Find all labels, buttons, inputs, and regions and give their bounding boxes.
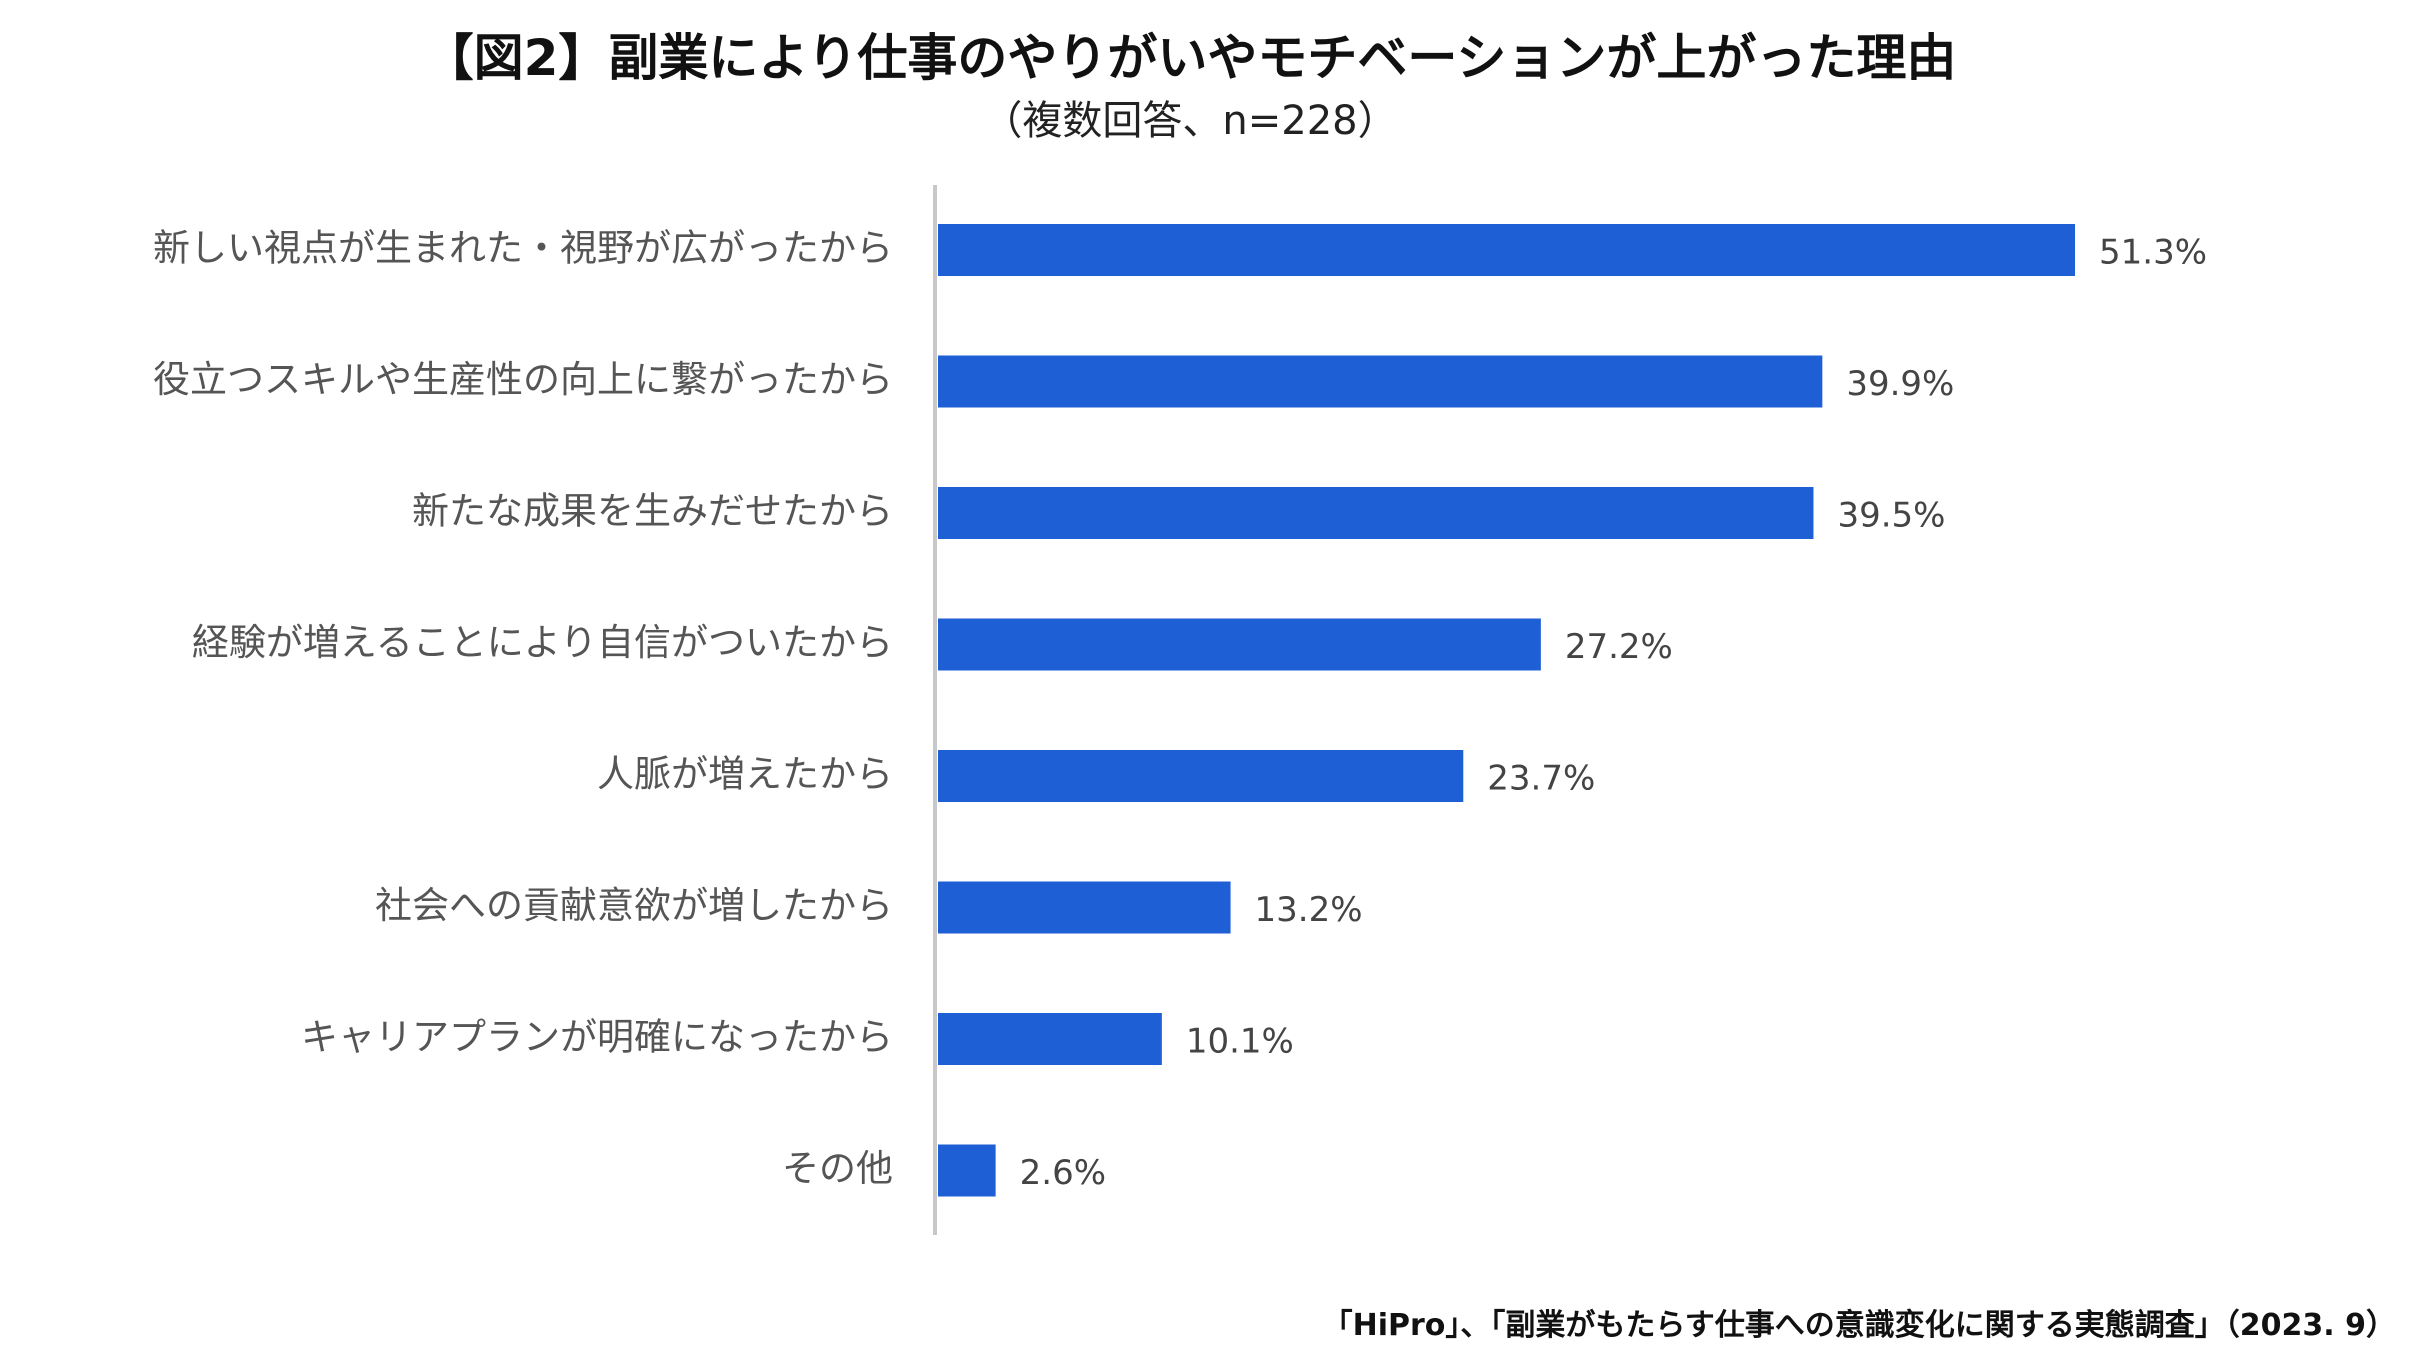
bar — [938, 750, 1464, 802]
bar — [938, 1013, 1162, 1065]
value-label: 39.5% — [1837, 496, 1945, 536]
chart-title: 【図2】副業により仕事のやりがいやモチベーションが上がった理由 — [423, 29, 1957, 87]
bar — [938, 1144, 996, 1197]
bar — [938, 487, 1814, 539]
source-note: 「HiPro」、「副業がもたらす仕事への意識変化に関する実態調査」（2023. … — [1322, 1308, 2396, 1343]
category-label: 経験が増えることにより自信がついたから — [192, 621, 893, 664]
bar — [938, 224, 2075, 276]
value-label: 23.7% — [1487, 759, 1595, 799]
category-label: 新たな成果を生みだせたから — [412, 490, 893, 533]
category-label: 新しい視点が生まれた・視野が広がったから — [153, 227, 893, 270]
category-label: その他 — [782, 1147, 893, 1190]
value-label: 13.2% — [1255, 890, 1363, 930]
value-label: 2.6% — [1020, 1153, 1106, 1193]
value-label: 27.2% — [1565, 627, 1673, 667]
value-label: 51.3% — [2099, 233, 2207, 273]
category-label: 役立つスキルや生産性の向上に繋がったから — [153, 358, 893, 401]
chart-subtitle: （複数回答、n=228） — [982, 98, 1398, 144]
category-label: 人脈が増えたから — [597, 753, 893, 796]
bar — [938, 618, 1541, 671]
value-label: 39.9% — [1846, 364, 1954, 404]
category-label: 社会への貢献意欲が増したから — [375, 884, 893, 927]
value-label: 10.1% — [1186, 1022, 1294, 1062]
category-label: キャリアプランが明確になったから — [301, 1016, 893, 1059]
bar — [938, 355, 1823, 408]
bar — [938, 881, 1231, 934]
